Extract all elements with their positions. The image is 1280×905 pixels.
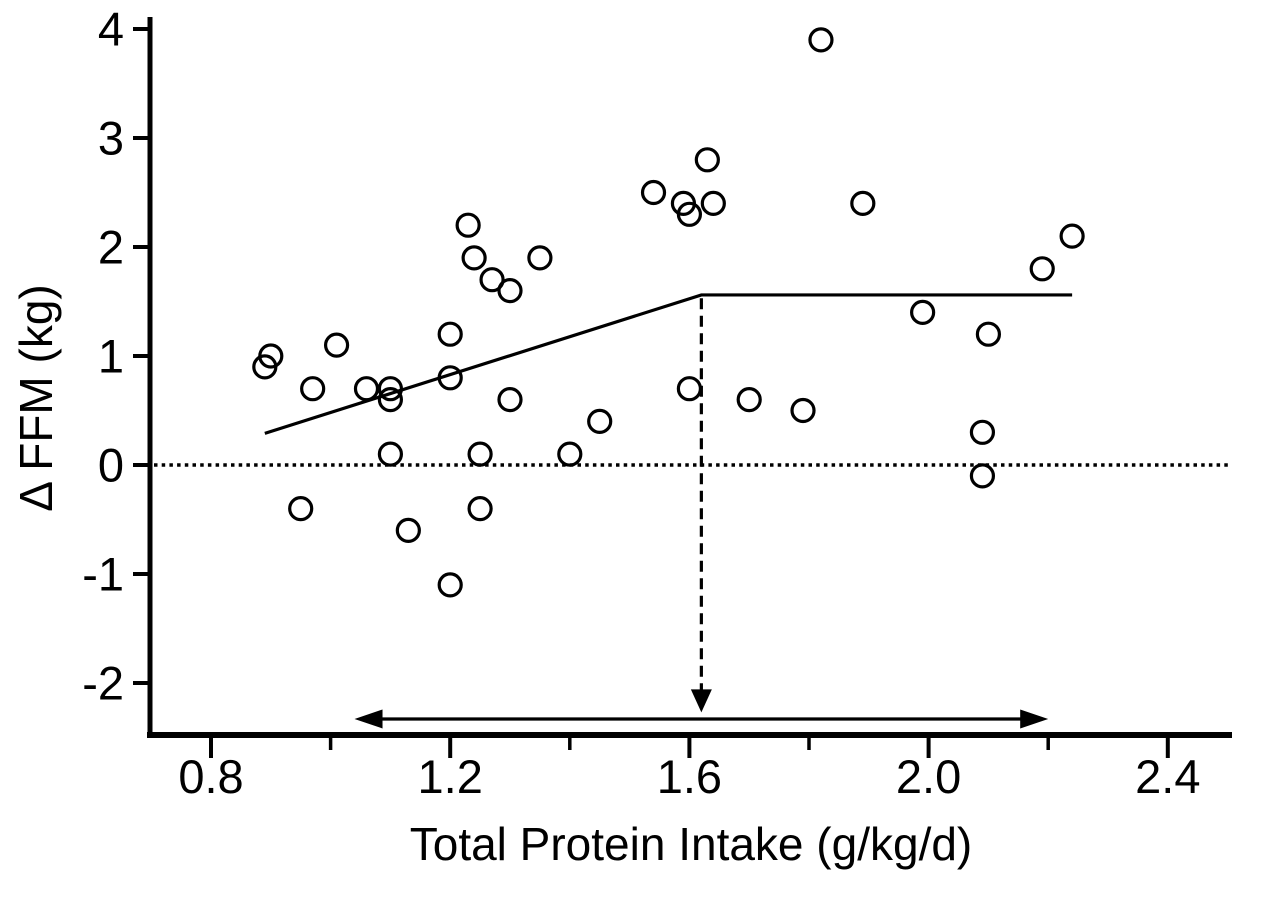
x-tick-label: 0.8 xyxy=(178,750,243,803)
data-points-layer xyxy=(252,27,1085,598)
range-arrowhead-left-icon xyxy=(354,709,383,729)
data-point xyxy=(353,376,380,402)
data-point xyxy=(461,245,487,271)
data-point xyxy=(437,572,463,598)
data-point xyxy=(497,278,523,304)
data-point xyxy=(736,387,762,413)
data-point xyxy=(969,463,996,489)
arrows-layer xyxy=(354,298,1049,729)
data-point xyxy=(300,376,326,402)
data-point xyxy=(323,332,350,358)
y-tick-label: 0 xyxy=(98,439,124,492)
x-tick-label: 1.6 xyxy=(657,750,722,803)
y-tick-label: 2 xyxy=(98,221,124,274)
x-tick-label: 2.4 xyxy=(1135,750,1200,803)
data-point xyxy=(527,245,553,271)
x-axis-title: Total Protein Intake (g/kg/d) xyxy=(410,818,973,870)
data-point xyxy=(258,343,284,369)
y-axis-title: Δ FFM (kg) xyxy=(10,284,62,511)
data-point xyxy=(694,147,720,173)
data-point xyxy=(437,321,463,347)
data-point xyxy=(377,441,403,467)
data-point xyxy=(1029,256,1055,282)
data-point xyxy=(700,190,726,216)
data-point xyxy=(790,397,816,424)
y-tick-label: -2 xyxy=(82,657,124,710)
breakpoint-arrowhead-icon xyxy=(690,689,712,713)
data-point xyxy=(676,201,703,227)
y-tick-label: 3 xyxy=(98,112,124,165)
data-point xyxy=(910,299,936,325)
data-point xyxy=(497,387,523,413)
range-arrowhead-right-icon xyxy=(1020,709,1049,729)
data-point xyxy=(479,267,505,293)
data-point xyxy=(969,419,996,445)
data-point xyxy=(395,517,421,544)
regression-line-layer xyxy=(264,293,1073,435)
data-point xyxy=(377,387,403,413)
axes-layer: 4 3 2 1 0 -1 -2 0.8 1.2 1.6 2.0 2.4 xyxy=(82,3,1232,803)
x-tick-label: 1.2 xyxy=(418,750,483,803)
y-tick-label: -1 xyxy=(82,548,124,601)
data-point xyxy=(288,496,314,522)
data-point xyxy=(455,212,481,238)
data-point xyxy=(808,27,834,53)
segmented-regression-line xyxy=(264,293,1073,435)
data-point xyxy=(640,179,667,206)
data-point xyxy=(587,408,613,434)
x-tick-label: 2.0 xyxy=(896,750,961,803)
y-tick-label: 1 xyxy=(98,330,124,383)
data-point xyxy=(850,190,876,216)
data-point xyxy=(467,496,493,522)
y-tick-label: 4 xyxy=(98,3,124,56)
data-point xyxy=(557,441,583,467)
data-point xyxy=(676,376,703,402)
data-point xyxy=(975,321,1002,347)
data-point xyxy=(1059,223,1085,249)
data-point xyxy=(377,376,403,402)
data-point xyxy=(437,365,463,391)
data-point xyxy=(467,441,493,467)
